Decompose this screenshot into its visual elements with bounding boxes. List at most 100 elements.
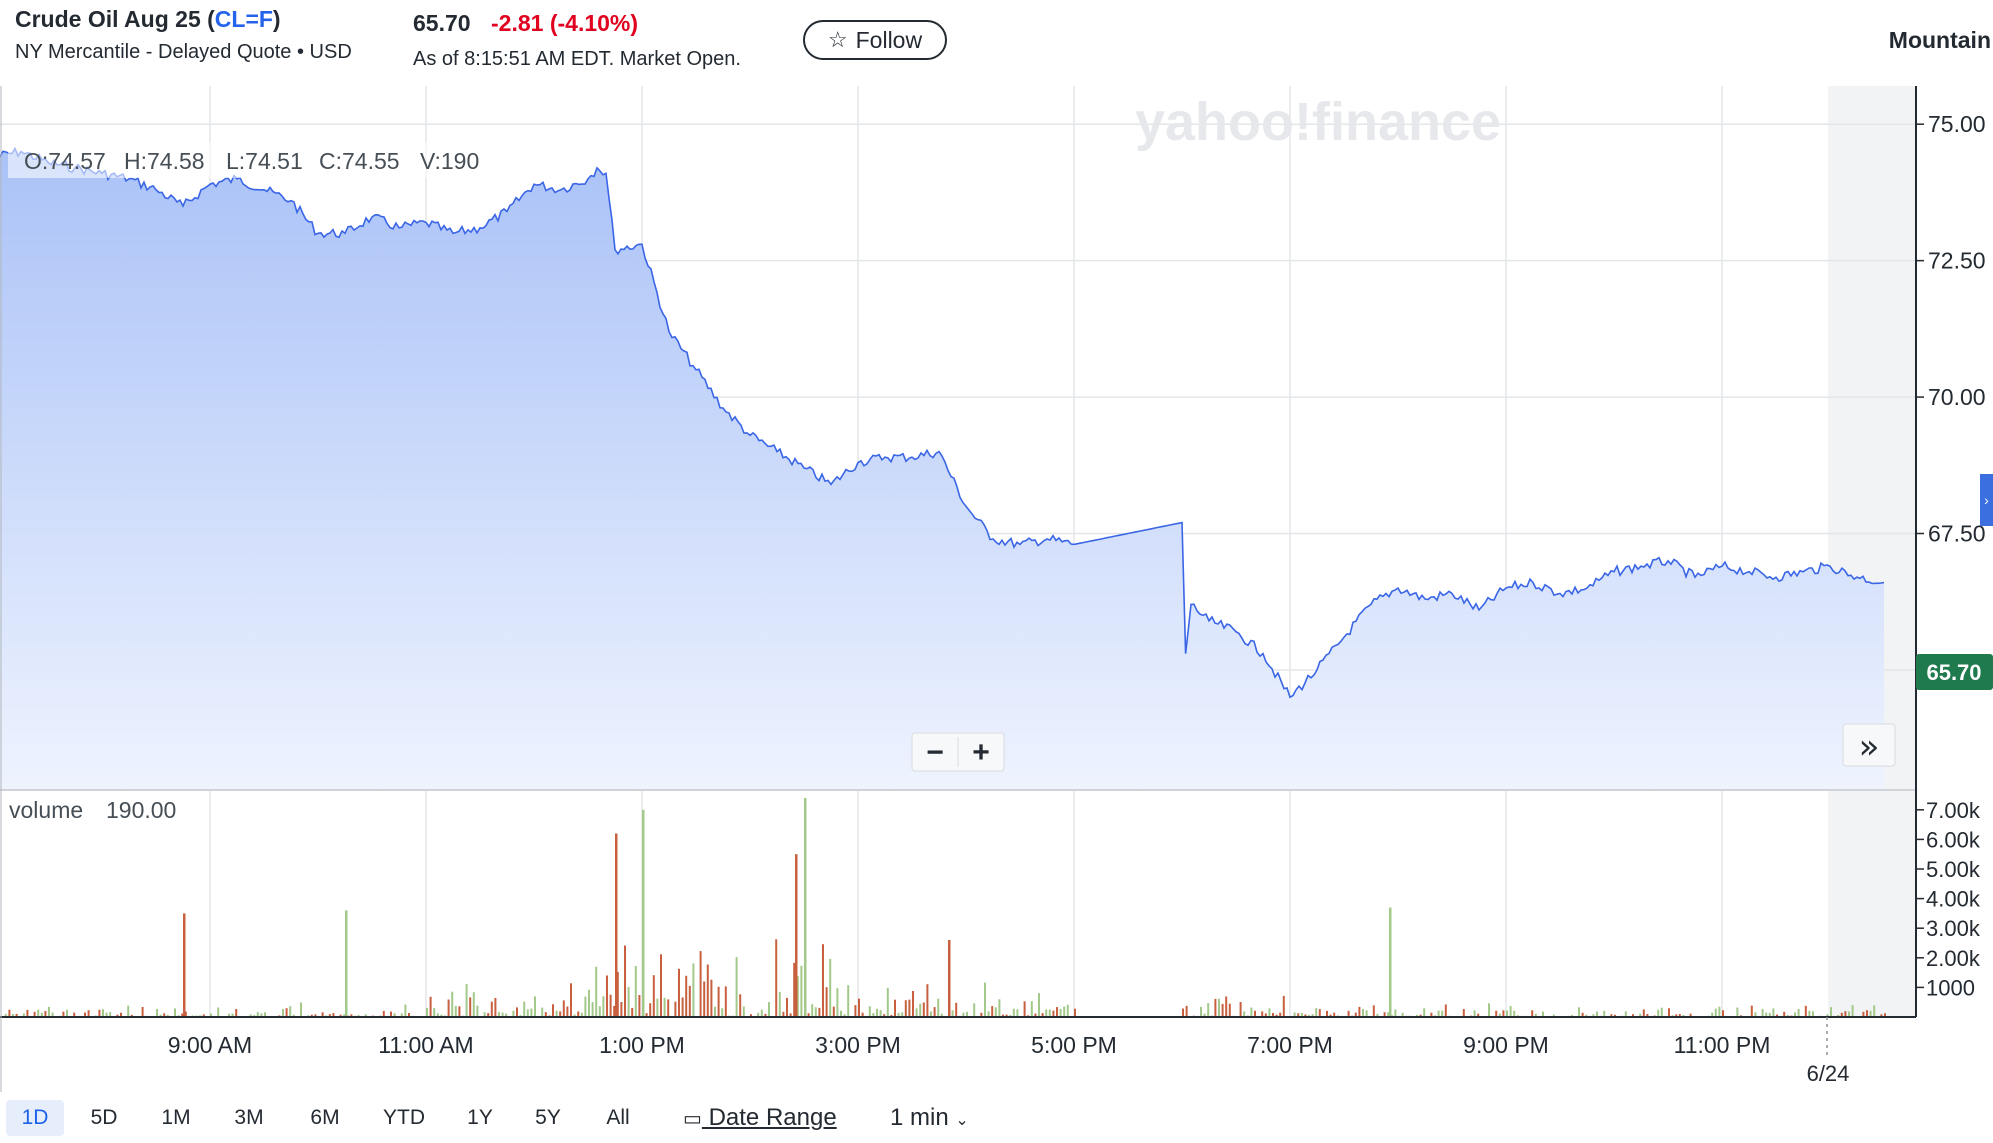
volume-bar	[1401, 1012, 1404, 1017]
volume-bar	[674, 1001, 677, 1017]
volume-bar	[1394, 1009, 1397, 1017]
zoom-in-button[interactable]: +	[972, 736, 990, 769]
follow-button[interactable]: ☆ Follow	[803, 20, 947, 60]
zoom-out-button[interactable]: −	[926, 736, 944, 769]
volume-bar	[764, 1013, 767, 1017]
volume-bar	[1430, 1012, 1433, 1017]
x-tick-label: 3:00 PM	[815, 1032, 901, 1058]
volume-bar	[292, 1014, 295, 1017]
volume-bar	[40, 1012, 43, 1017]
volume-tick-label: 7.00k	[1926, 798, 1981, 823]
scroll-to-end-button[interactable]: »	[1842, 723, 1896, 767]
volume-bar	[235, 1009, 238, 1017]
volume-bar	[1765, 1012, 1768, 1017]
volume-bar	[127, 1005, 130, 1017]
range-1m[interactable]: 1M	[161, 1106, 191, 1129]
volume-bar	[1675, 1014, 1678, 1017]
zoom-controls: − +	[911, 732, 1005, 772]
volume-bar	[1311, 1014, 1314, 1017]
volume-bar	[1423, 1008, 1426, 1017]
volume-bar	[1437, 1010, 1440, 1017]
volume-tick-label: 5.00k	[1926, 857, 1981, 882]
volume-bar	[584, 996, 587, 1017]
volume-bar	[512, 1010, 515, 1017]
volume-bar	[984, 982, 986, 1017]
volume-bar	[84, 1012, 86, 1017]
range-5y[interactable]: 5Y	[535, 1106, 561, 1129]
volume-bar	[681, 997, 684, 1017]
volume-label: volume	[9, 797, 83, 823]
volume-bar	[1513, 1010, 1516, 1017]
volume-bar	[1689, 1013, 1692, 1017]
volume-bar	[616, 971, 619, 1017]
volume-bar	[1023, 1001, 1026, 1017]
interval-select[interactable]: 1 min ⌄	[890, 1104, 969, 1131]
volume-bar	[624, 945, 626, 1017]
volume-bar	[1581, 1012, 1584, 1017]
volume-bar	[987, 1011, 990, 1017]
volume-bar	[62, 1011, 65, 1017]
volume-bar	[1066, 1004, 1069, 1017]
date-range-button[interactable]: ▭ Date Range	[683, 1100, 837, 1136]
volume-bar	[703, 981, 706, 1017]
volume-bar	[822, 944, 824, 1017]
range-ytd[interactable]: YTD	[383, 1106, 425, 1129]
volume-bar	[1776, 1014, 1778, 1017]
volume-bar	[159, 1014, 162, 1017]
volume-bar	[1869, 1010, 1872, 1017]
side-panel-toggle[interactable]: ›	[1980, 474, 1993, 526]
range-3m[interactable]: 3M	[234, 1106, 264, 1129]
volume-bar	[210, 1013, 212, 1017]
volume-bar	[1358, 1006, 1361, 1017]
volume-bar	[1354, 1012, 1357, 1017]
volume-bar	[1542, 1011, 1544, 1017]
volume-bar	[642, 809, 645, 1017]
range-1d[interactable]: 1D	[6, 1100, 64, 1136]
volume-bar	[591, 1002, 594, 1017]
chevron-down-icon: ⌄	[955, 1112, 969, 1129]
range-1y[interactable]: 1Y	[467, 1106, 493, 1129]
volume-bar	[1578, 1007, 1580, 1017]
volume-bar	[1347, 1010, 1350, 1017]
volume-bar	[818, 1007, 821, 1017]
volume-bar	[904, 1000, 907, 1017]
volume-bar	[1614, 1014, 1616, 1017]
volume-bar	[544, 1012, 547, 1017]
volume-bar	[1074, 1008, 1076, 1017]
volume-bar	[840, 1010, 842, 1017]
range-5d[interactable]: 5D	[90, 1106, 118, 1129]
volume-bar	[1282, 995, 1285, 1017]
volume-bar	[678, 968, 680, 1017]
volume-bar	[879, 1010, 882, 1017]
volume-bar	[202, 1014, 205, 1017]
volume-bar	[796, 976, 799, 1017]
volume-bar	[1002, 1014, 1004, 1017]
volume-bar	[1038, 993, 1040, 1017]
range-all[interactable]: All	[606, 1106, 630, 1129]
y-tick-label: 75.00	[1928, 111, 1986, 137]
volume-bar	[498, 1012, 500, 1017]
volume-bar	[87, 1010, 90, 1017]
volume-bar	[1297, 1013, 1300, 1017]
range-6m[interactable]: 6M	[310, 1106, 340, 1129]
volume-bar	[393, 1013, 396, 1017]
volume-bar	[1768, 1012, 1771, 1017]
volume-bar	[760, 1009, 763, 1017]
ticker-symbol-link[interactable]: CL=F	[214, 6, 273, 32]
volume-bar	[26, 1009, 29, 1017]
volume-bar	[487, 1013, 490, 1017]
volume-bar	[285, 1008, 288, 1017]
price-chart[interactable]: yahoo!finance O:74.57 H:74.58 L:74.51 C:…	[0, 0, 1993, 1092]
volume-bar	[836, 988, 839, 1017]
volume-bar	[1509, 1006, 1512, 1017]
quote-timestamp: As of 8:15:51 AM EDT. Market Open.	[413, 48, 741, 70]
volume-bar	[1329, 1014, 1332, 1017]
volume-bar	[1880, 1014, 1883, 1017]
volume-bar	[1844, 1011, 1847, 1017]
volume-bar	[555, 1010, 558, 1017]
volume-bar	[940, 1013, 943, 1017]
volume-bar	[1441, 1010, 1444, 1017]
volume-bar	[1711, 1012, 1714, 1017]
volume-tick-label: 6.00k	[1926, 827, 1981, 852]
volume-bar	[861, 1012, 864, 1017]
